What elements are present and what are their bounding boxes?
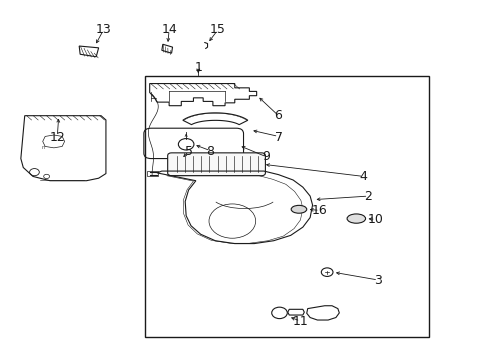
Bar — [147, 171, 158, 176]
Ellipse shape — [346, 214, 365, 223]
Text: 14: 14 — [161, 23, 177, 36]
Text: 6: 6 — [274, 109, 282, 122]
Text: n: n — [41, 145, 45, 150]
Text: 12: 12 — [49, 131, 65, 144]
Text: 1: 1 — [194, 61, 202, 74]
Text: 16: 16 — [311, 204, 327, 217]
Polygon shape — [42, 135, 64, 148]
Text: 8: 8 — [206, 145, 214, 158]
Text: 3: 3 — [373, 274, 381, 287]
Polygon shape — [169, 155, 183, 166]
Text: 4: 4 — [359, 170, 367, 183]
Text: 2: 2 — [364, 190, 372, 203]
Text: 15: 15 — [209, 23, 225, 36]
Text: 13: 13 — [96, 23, 111, 36]
Text: 9: 9 — [262, 150, 270, 163]
Text: 7: 7 — [274, 131, 282, 144]
Bar — [144, 76, 428, 337]
Ellipse shape — [290, 205, 306, 213]
FancyBboxPatch shape — [167, 153, 265, 176]
Text: 10: 10 — [367, 213, 383, 226]
Text: 5: 5 — [184, 145, 192, 158]
Text: 11: 11 — [292, 315, 307, 328]
